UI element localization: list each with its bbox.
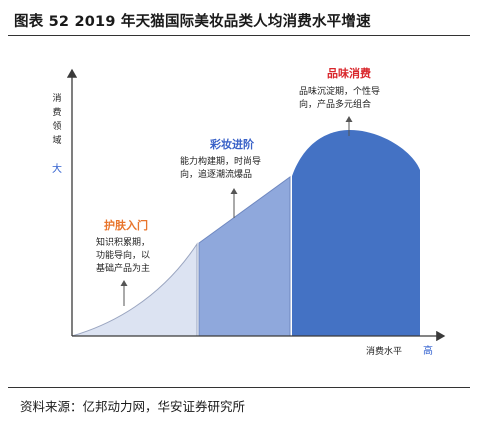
stage-1-area <box>71 242 198 337</box>
source-divider <box>8 387 470 388</box>
stage-1-name: 护肤入门 <box>104 218 148 232</box>
stage-3-area <box>292 130 420 336</box>
x-axis-marker: 高 <box>423 344 433 357</box>
y-axis-label-char: 领 <box>52 120 61 132</box>
stage-2-name: 彩妆进阶 <box>209 137 255 151</box>
stage-2-desc-line: 向，追逐潮流爆品 <box>180 168 252 180</box>
stage-3-desc-line: 向，产品多元组合 <box>299 98 371 110</box>
stage-2-area <box>198 176 291 337</box>
source-note: 资料来源：亿邦动力网，华安证券研究所 <box>20 399 246 414</box>
y-axis-label-char: 消 <box>52 92 61 104</box>
stage-1-desc-line: 功能导向，以 <box>96 249 150 261</box>
x-axis-label: 消费水平 <box>366 345 402 357</box>
stage-3-name: 品味消费 <box>327 66 371 80</box>
title-divider <box>8 35 470 36</box>
stage-3-desc-line: 品味沉淀期，个性导 <box>299 85 380 97</box>
y-axis-marker: 大 <box>52 162 62 175</box>
stage-1-desc-line: 知识积累期， <box>96 236 150 248</box>
stage-1-desc-line: 基础产品为主 <box>96 262 150 274</box>
y-axis-label-char: 域 <box>52 134 61 146</box>
stage-2-desc-line: 能力构建期，时尚导 <box>180 155 261 167</box>
figure-title: 图表 52 2019 年天猫国际美妆品类人均消费水平增速 <box>14 14 371 30</box>
y-axis-label-char: 费 <box>52 106 61 118</box>
